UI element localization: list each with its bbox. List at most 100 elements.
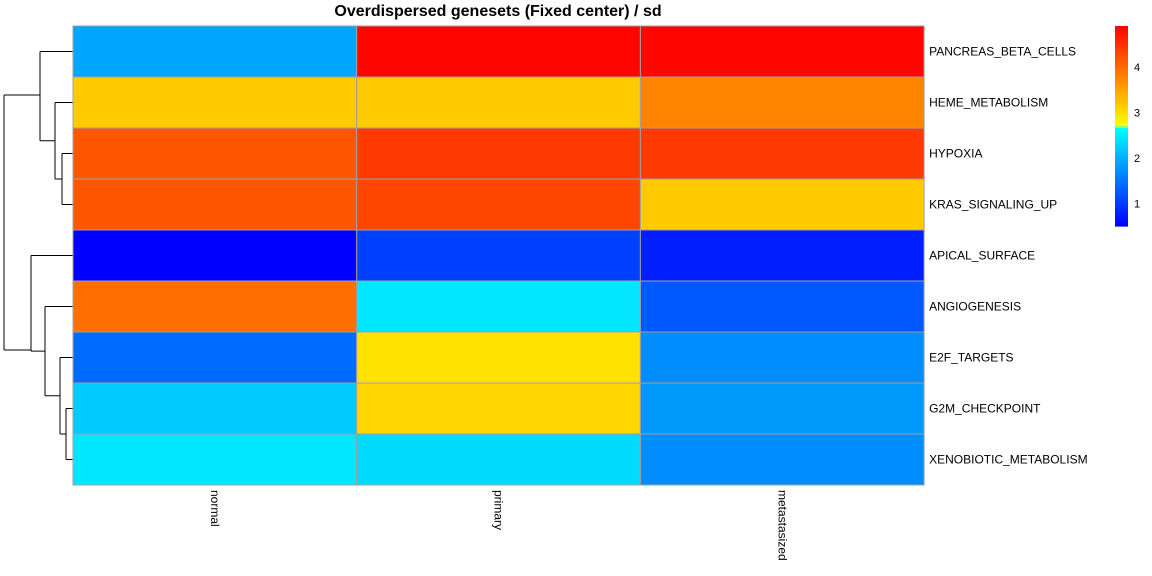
heatmap-cell (639, 331, 925, 384)
legend-gradient-step (1115, 200, 1128, 203)
legend-gradient-step (1115, 156, 1128, 159)
row-label: HEME_METABOLISM (929, 96, 1048, 110)
row-label: KRAS_SIGNALING_UP (929, 198, 1057, 212)
legend-gradient-step (1115, 150, 1128, 153)
legend-gradient-step (1115, 66, 1128, 69)
legend-gradient-step (1115, 204, 1128, 207)
legend-gradient-step (1115, 38, 1128, 41)
heatmap-cell (639, 229, 925, 282)
column-label: primary (492, 490, 506, 530)
legend-gradient-step (1115, 36, 1128, 39)
row-dendrogram (3, 51, 73, 460)
legend-gradient-step (1115, 224, 1128, 227)
legend-gradient-step (1115, 138, 1128, 141)
column-labels: normal primary metastasized (208, 490, 789, 561)
legend-gradient-step (1115, 172, 1128, 175)
legend-gradient-step (1115, 164, 1128, 167)
legend-gradient-step (1115, 34, 1128, 37)
legend-gradient-step (1115, 160, 1128, 163)
legend-tick-label: 2 (1134, 153, 1140, 165)
legend-gradient-step (1115, 110, 1128, 113)
row-label: HYPOXIA (929, 147, 982, 161)
legend-gradient-step (1115, 192, 1128, 195)
heatmap-cell (356, 433, 641, 486)
legend-gradient-step (1115, 176, 1128, 179)
legend-gradient-step (1115, 184, 1128, 187)
row-label: E2F_TARGETS (929, 351, 1013, 365)
legend-gradient-step (1115, 118, 1128, 121)
legend-gradient-step (1115, 84, 1128, 87)
legend-gradient-step (1115, 154, 1128, 157)
color-legend: 1 2 3 4 (1115, 26, 1140, 227)
legend-gradient-step (1115, 48, 1128, 51)
legend-gradient-step (1115, 64, 1128, 67)
legend-gradient-step (1115, 100, 1128, 103)
legend-gradient-step (1115, 136, 1128, 139)
legend-gradient-step (1115, 214, 1128, 217)
legend-gradient-step (1115, 158, 1128, 161)
legend-gradient-step (1115, 44, 1128, 47)
legend-gradient-step (1115, 194, 1128, 197)
legend-gradient-step (1115, 168, 1128, 171)
legend-gradient-step (1115, 92, 1128, 95)
row-label: G2M_CHECKPOINT (929, 402, 1041, 416)
legend-gradient-step (1115, 90, 1128, 93)
heatmap-cell (639, 433, 925, 486)
legend-tick-label: 3 (1134, 107, 1140, 119)
legend-gradient-step (1115, 74, 1128, 77)
heatmap-cell (639, 178, 925, 231)
legend-gradient-step (1115, 68, 1128, 71)
legend-gradient-step (1115, 94, 1128, 97)
legend-gradient-step (1115, 30, 1128, 33)
legend-gradient-step (1115, 26, 1128, 29)
legend-gradient-step (1115, 58, 1128, 61)
heatmap-cell (72, 127, 358, 180)
heatmap-cell (72, 229, 358, 282)
heatmap-cell (356, 229, 641, 282)
legend-gradient-step (1115, 148, 1128, 151)
legend-gradient-step (1115, 208, 1128, 211)
legend-gradient-step (1115, 28, 1128, 31)
legend-gradient-step (1115, 120, 1128, 123)
legend-gradient-step (1115, 80, 1128, 83)
legend-gradient-step (1115, 132, 1128, 135)
heatmap-cell (72, 331, 358, 384)
row-label: APICAL_SURFACE (929, 249, 1035, 263)
heatmap-cell (639, 127, 925, 180)
legend-gradient-step (1115, 60, 1128, 63)
legend-gradient-step (1115, 52, 1128, 55)
heatmap-cell (356, 331, 641, 384)
legend-gradient-step (1115, 32, 1128, 35)
legend-gradient-step (1115, 46, 1128, 49)
column-label: normal (208, 490, 222, 527)
heatmap-cell (356, 178, 641, 231)
legend-gradient-step (1115, 166, 1128, 169)
legend-gradient-step (1115, 102, 1128, 105)
heatmap-cell (356, 127, 641, 180)
legend-gradient-step (1115, 216, 1128, 219)
row-label: XENOBIOTIC_METABOLISM (929, 453, 1087, 467)
legend-tick-label: 1 (1134, 198, 1140, 210)
legend-gradient-step (1115, 182, 1128, 185)
legend-gradient-step (1115, 72, 1128, 75)
legend-gradient-step (1115, 170, 1128, 173)
legend-gradient-step (1115, 188, 1128, 191)
legend-gradient-step (1115, 142, 1128, 145)
heatmap-cell (639, 382, 925, 435)
legend-gradient-step (1115, 42, 1128, 45)
chart-title: Overdispersed genesets (Fixed center) / … (334, 3, 661, 20)
legend-gradient-step (1115, 54, 1128, 57)
legend-gradient-step (1115, 196, 1128, 199)
heatmap-cell (72, 382, 358, 435)
legend-gradient-step (1115, 86, 1128, 89)
legend-gradient-step (1115, 40, 1128, 43)
legend-gradient-step (1115, 212, 1128, 215)
legend-gradient-step (1115, 106, 1128, 109)
legend-gradient-step (1115, 222, 1128, 225)
legend-gradient-step (1115, 180, 1128, 183)
heatmap-cell (356, 382, 641, 435)
legend-gradient-step (1115, 112, 1128, 115)
legend-gradient-step (1115, 114, 1128, 117)
legend-gradient-step (1115, 70, 1128, 73)
